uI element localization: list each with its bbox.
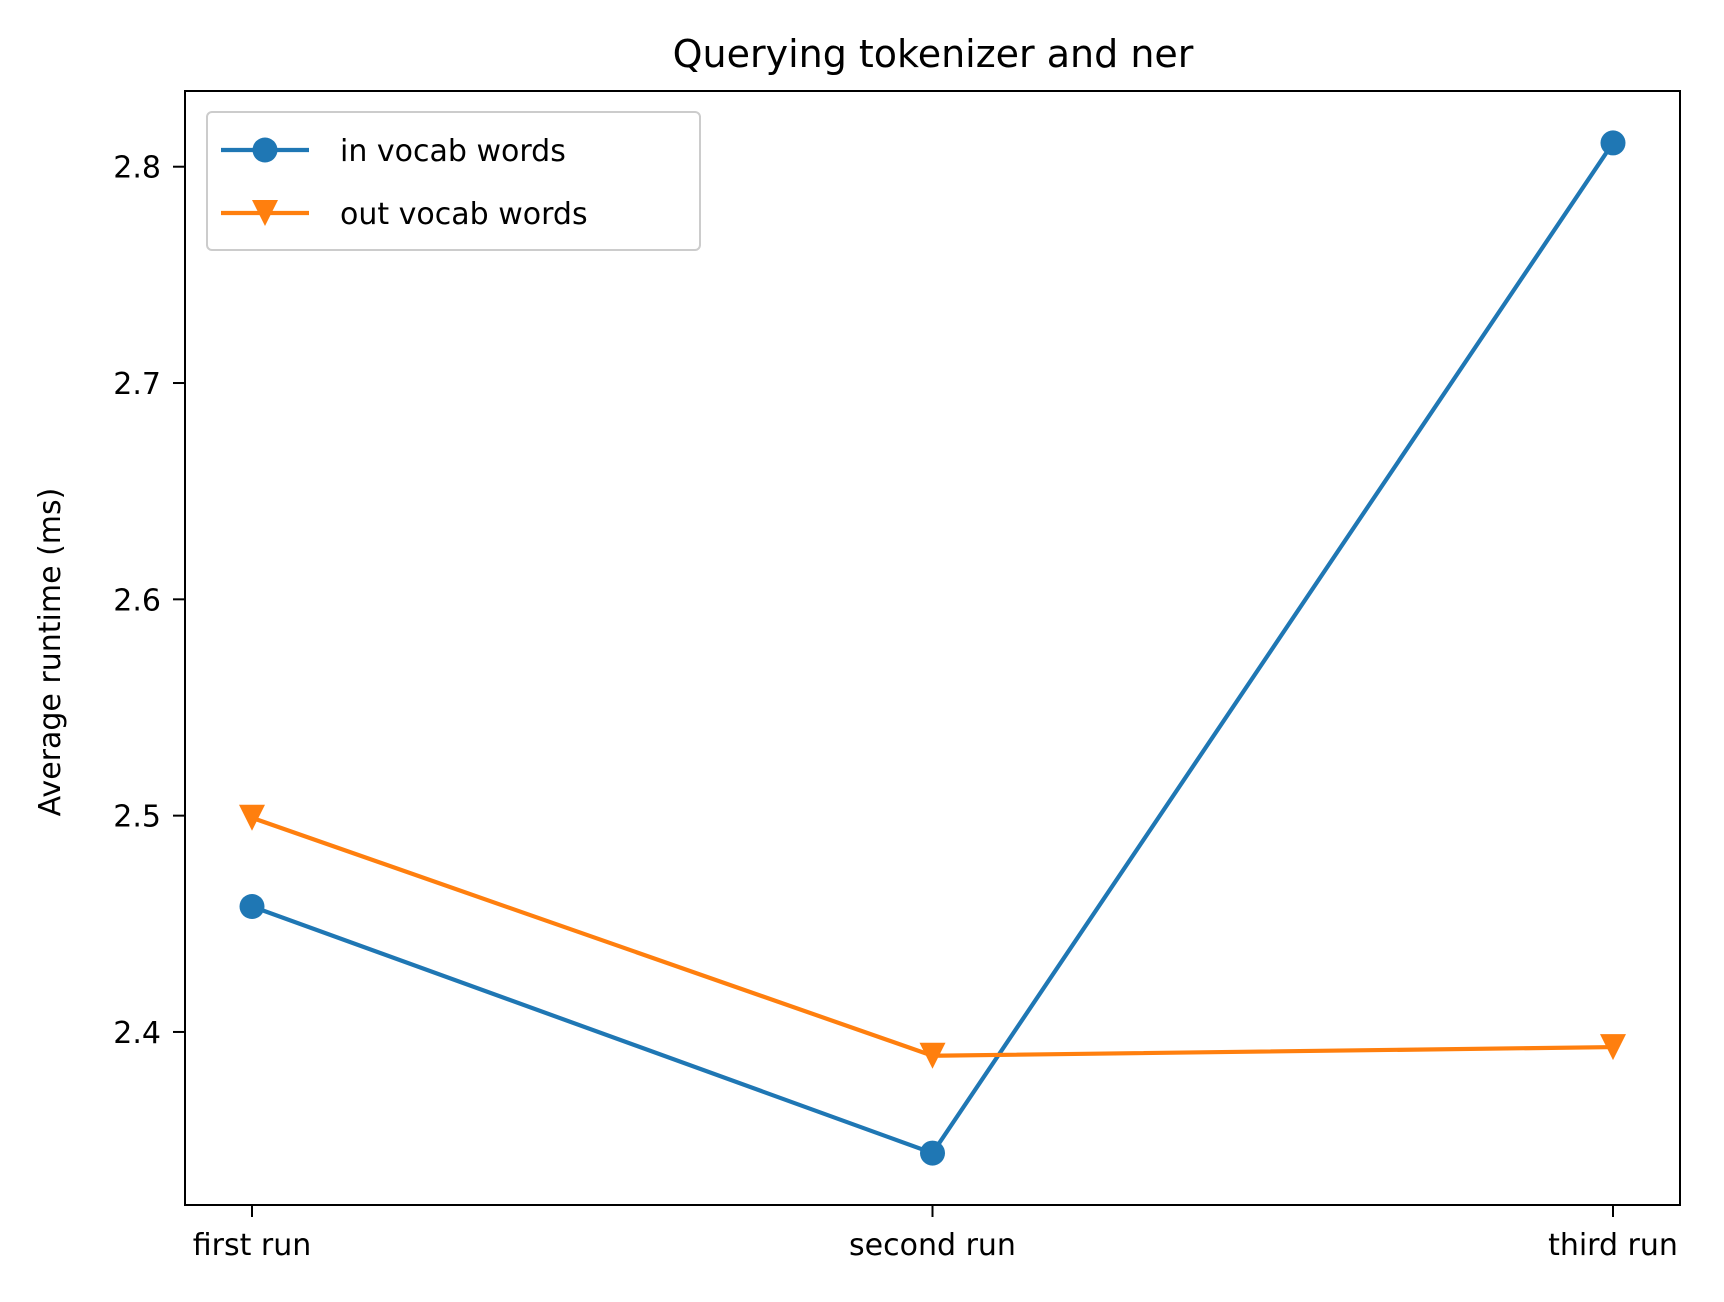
legend: in vocab words out vocab words: [206, 111, 701, 251]
x-tick-label-1: first run: [193, 1228, 312, 1263]
y-tick-label-5: 2.8: [113, 151, 161, 186]
series-1-point-2: [920, 1140, 945, 1166]
y-tick-label-4: 2.7: [113, 367, 161, 402]
y-tick-label-1: 2.4: [113, 1016, 161, 1051]
series-2-point-2: [919, 1042, 946, 1069]
series-2-point-1: [239, 804, 265, 831]
y-tick-label-3: 2.6: [113, 583, 161, 618]
x-tick-label-2: second run: [849, 1228, 1016, 1263]
series-1-point-3: [1600, 130, 1626, 156]
y-tick-label-2: 2.5: [113, 800, 161, 835]
legend-marker-2: [252, 200, 278, 226]
legend-label-1: in vocab words: [340, 134, 566, 169]
series-1-point-1: [239, 893, 265, 919]
chart-title: Querying tokenizer and ner: [673, 32, 1194, 76]
y-axis-label: Average runtime (ms): [33, 488, 68, 817]
axes: first run second run third run 2.4 2.5 2.6 2.7…: [113, 90, 1681, 1263]
series-2-point-3: [1600, 1034, 1626, 1061]
x-tick-label-3: third run: [1548, 1228, 1678, 1263]
legend-box: [206, 111, 701, 251]
legend-marker-1: [252, 137, 278, 163]
legend-label-2: out vocab words: [340, 197, 588, 232]
plot-area: [239, 130, 1626, 1166]
